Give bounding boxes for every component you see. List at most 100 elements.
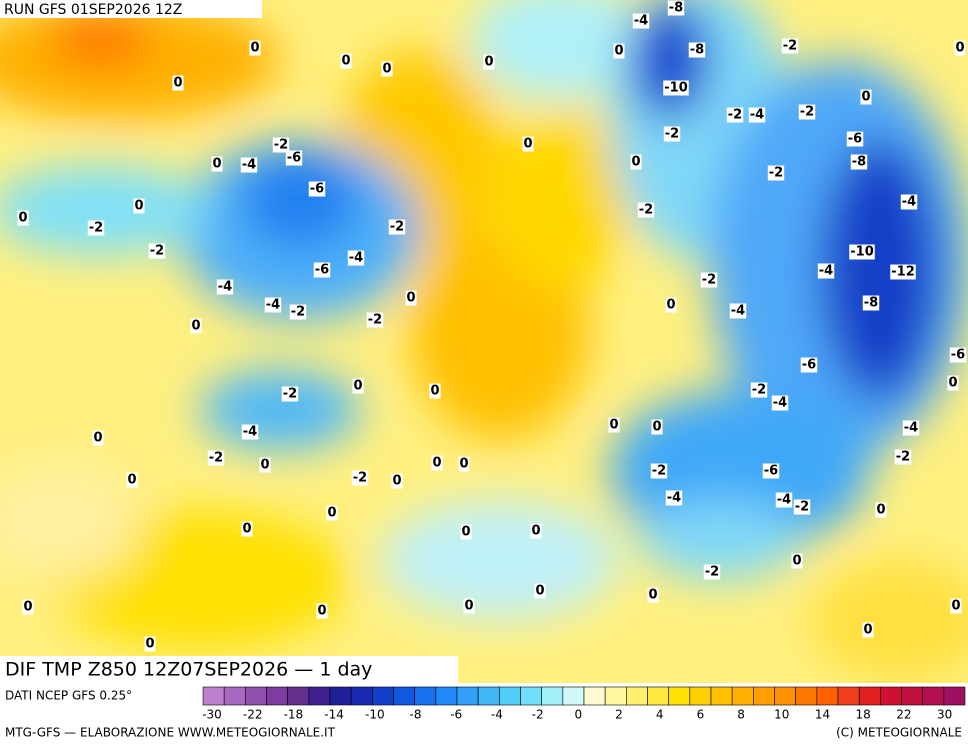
colorbar-swatch [245,686,267,706]
contour-label: -2 [896,450,910,465]
colorbar-swatch [795,686,818,706]
label-box [748,107,766,123]
contour-label: 0 [531,524,540,539]
label-box [663,126,681,142]
label-box [241,424,259,440]
label-box [405,290,417,306]
contour-label: -4 [349,251,363,266]
label-box [366,312,384,328]
colorbar-swatch [393,686,415,706]
label-box [388,219,406,235]
label-box [340,53,352,69]
colorbar: -30 -22 -18 -14 -10 -8 -6 -4 -2 0 2 4 6 8 10 14 18 22 30 [202,686,966,722]
contour-label: -2 [705,565,719,580]
label-box [875,502,887,518]
colorbar-tick-label: 30 [937,708,952,722]
label-box [651,419,663,435]
contour-label: 0 [535,584,544,599]
contour-label: 0 [23,600,32,615]
label-box [241,521,253,537]
contour-label: 0 [861,90,870,105]
label-box [793,499,811,515]
colorbar-swatch [350,686,373,706]
label-box [431,455,443,471]
contour-label: -4 [243,425,257,440]
label-box [148,243,166,259]
contour-label: -2 [209,451,223,466]
contour-label: 0 [250,41,259,56]
label-box [429,383,441,399]
contour-label: -8 [864,296,878,311]
contour-label: 0 [951,599,960,614]
contour-label: 0 [955,41,964,56]
label-box [798,104,816,120]
label-box [862,622,874,638]
contour-label: -2 [665,127,679,142]
colorbar-swatch [329,686,352,706]
label-box [688,42,706,58]
label-box [667,0,685,16]
label-box [729,303,747,319]
label-box [391,473,403,489]
label-box [791,553,803,569]
contour-label: -2 [783,39,797,54]
colorbar-tick-label: 22 [896,708,911,722]
contour-label: -4 [750,108,764,123]
label-box [665,297,677,313]
contour-label: 0 [93,431,102,446]
colorbar-swatch [901,686,923,706]
colorbar-tick-label: -30 [202,708,222,722]
contour-label: 0 [863,623,872,638]
contour-label: 0 [392,474,401,489]
colorbar-swatch [880,686,902,706]
label-box [352,378,364,394]
contour-label: -2 [291,305,305,320]
colorbar-swatch [287,686,310,706]
contour-label: 0 [648,588,657,603]
label-box [326,505,338,521]
label-box [316,603,328,619]
colorbar-swatch [583,686,606,706]
colorbar-tick-label: -6 [450,708,462,722]
contour-label: 0 [464,599,473,614]
label-box [949,347,967,363]
colorbar-tick-label: 0 [574,708,582,722]
contour-label: -2 [150,244,164,259]
contour-label: -2 [702,273,716,288]
contour-label: -6 [287,151,301,166]
colorbar-swatch [477,686,500,706]
colorbar-swatch [943,686,966,706]
label-box [216,279,234,295]
colorbar-swatch [202,686,225,706]
contour-label: 0 [191,319,200,334]
colorbar-swatch [562,686,585,706]
colorbar-swatch [710,686,733,706]
contour-label: -4 [902,195,916,210]
colorbar-tick-label: -2 [532,708,544,722]
colorbar-swatch [647,686,669,706]
contour-label: -2 [769,166,783,181]
colorbar-tick-label: 8 [737,708,745,722]
product-title: DIF TMP Z850 12Z07SEP2026 — 1 day [5,659,372,681]
contour-label: -4 [634,14,648,29]
label-box [954,40,966,56]
colorbar-swatch [626,686,648,706]
contour-label: -4 [667,491,681,506]
colorbar-tick-label: -10 [365,708,385,722]
run-title: RUN GFS 01SEP2026 12Z [4,2,182,18]
colorbar-swatch [922,686,945,706]
contour-label: 0 [432,456,441,471]
label-box [632,13,650,29]
colorbar-swatch [456,686,479,706]
contour-label: 0 [631,155,640,170]
contour-label: 0 [876,503,885,518]
contour-label: 0 [260,458,269,473]
label-box [703,564,721,580]
footer-box [0,656,458,684]
contour-label: 0 [353,379,362,394]
label-box [347,250,365,266]
contour-label: 0 [609,418,618,433]
label-box [460,524,472,540]
